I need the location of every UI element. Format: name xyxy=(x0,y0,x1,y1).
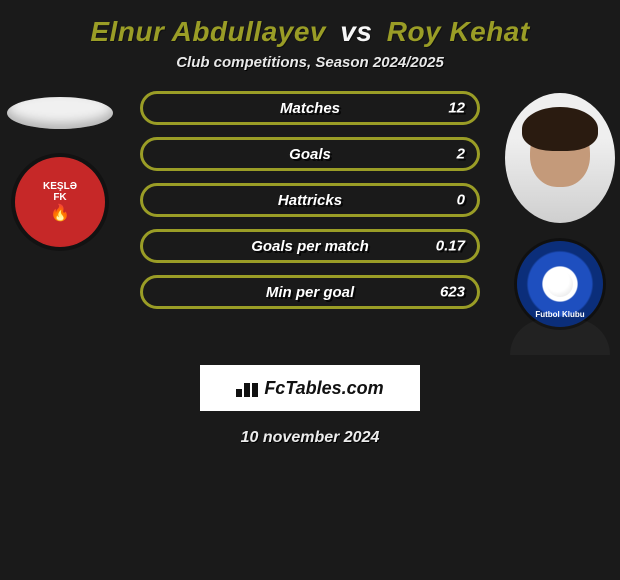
player2-photo xyxy=(505,93,615,223)
stat-right-value: 12 xyxy=(448,100,465,117)
stat-bar: Hattricks 0 xyxy=(140,183,480,217)
stat-bar: Goals per match 0.17 xyxy=(140,229,480,263)
club-badge-sumqayit: Futbol Klubu xyxy=(517,241,603,327)
stat-right-value: 0.17 xyxy=(436,238,465,255)
vs-text: vs xyxy=(340,16,372,47)
stat-label: Min per goal xyxy=(266,284,354,301)
stat-label: Goals per match xyxy=(251,238,369,255)
stat-right-value: 623 xyxy=(440,284,465,301)
page-title: Elnur Abdullayev vs Roy Kehat xyxy=(0,0,620,54)
comparison-area: KEŞLƏ FK 🔥 Matches 12 Goals 2 Hattricks … xyxy=(0,91,620,351)
right-column: Futbol Klubu xyxy=(500,91,620,351)
player1-photo-placeholder xyxy=(7,97,113,129)
ball-icon xyxy=(547,271,573,297)
club-ribbon: Futbol Klubu xyxy=(525,310,595,319)
stat-right-value: 2 xyxy=(457,146,465,163)
bars-icon xyxy=(236,379,258,397)
brand-badge: FcTables.com xyxy=(200,365,420,411)
club-sub: FK xyxy=(53,192,66,203)
club-name: KEŞLƏ xyxy=(43,181,77,192)
left-column: KEŞLƏ FK 🔥 xyxy=(0,91,120,351)
club-badge-kesla: KEŞLƏ FK 🔥 xyxy=(15,157,105,247)
stat-right-value: 0 xyxy=(457,192,465,209)
brand-text: FcTables.com xyxy=(264,378,383,399)
stat-bar: Goals 2 xyxy=(140,137,480,171)
stats-bars: Matches 12 Goals 2 Hattricks 0 Goals per… xyxy=(140,91,480,321)
player2-name: Roy Kehat xyxy=(387,16,530,47)
date-text: 10 november 2024 xyxy=(0,429,620,447)
stat-label: Matches xyxy=(280,100,340,117)
stat-label: Hattricks xyxy=(278,192,342,209)
stat-label: Goals xyxy=(289,146,331,163)
stat-bar: Min per goal 623 xyxy=(140,275,480,309)
player1-name: Elnur Abdullayev xyxy=(90,16,326,47)
flame-icon: 🔥 xyxy=(50,203,70,223)
stat-bar: Matches 12 xyxy=(140,91,480,125)
face-icon xyxy=(530,119,590,187)
subtitle: Club competitions, Season 2024/2025 xyxy=(0,54,620,71)
